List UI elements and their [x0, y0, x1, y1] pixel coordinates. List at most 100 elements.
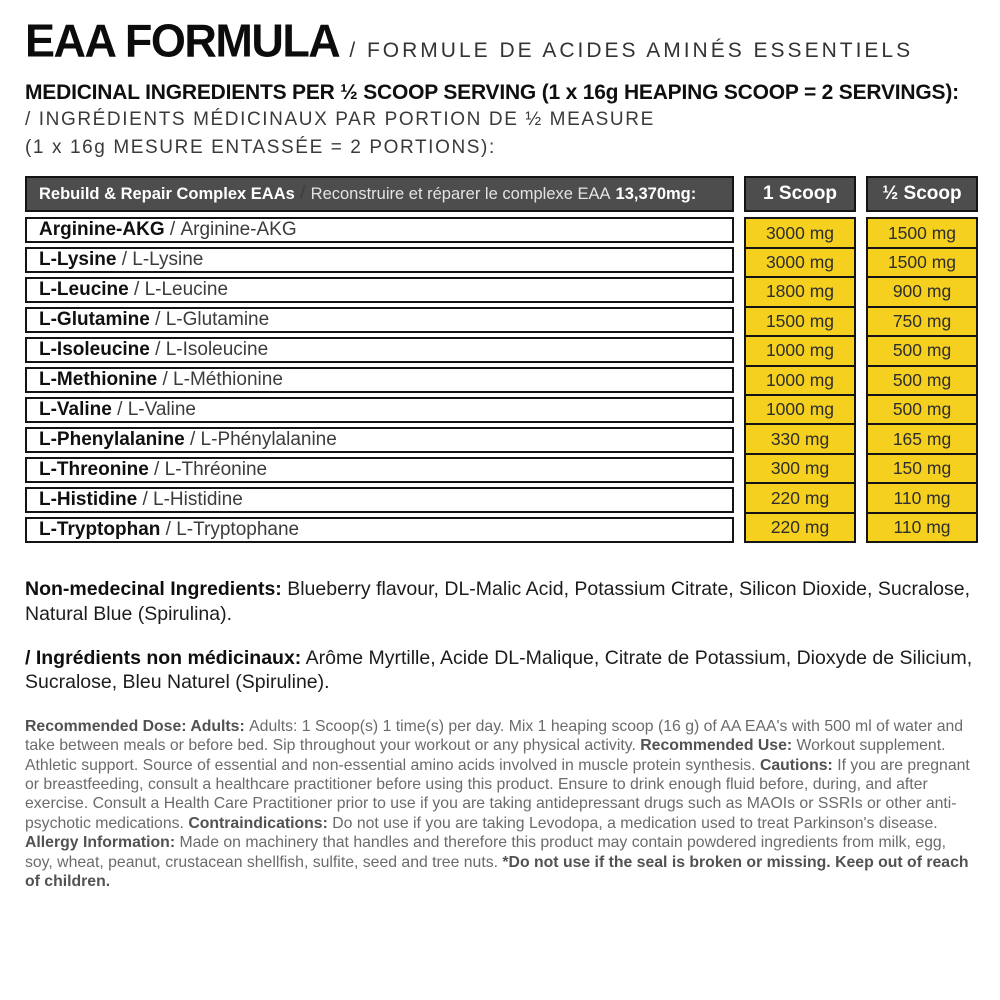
one-scoop-value: 1500 mg — [746, 308, 854, 338]
legal-text-segment: Do not use if you are taking Levodopa, a… — [332, 814, 938, 832]
ingredient-name-en: L-Histidine — [39, 489, 138, 511]
one-scoop-value: 3000 mg — [746, 219, 854, 249]
one-scoop-value: 330 mg — [746, 425, 854, 455]
ingredient-name-fr: L-Leucine — [144, 279, 229, 301]
ingredient-name-separator: / — [128, 279, 145, 301]
serving-info-en: MEDICINAL INGREDIENTS PER ½ SCOOP SERVIN… — [25, 81, 959, 104]
ingredient-name-cell: Arginine-AKG / Arginine-AKG — [25, 217, 734, 244]
half-scoop-value: 1500 mg — [868, 219, 976, 249]
ingredient-name-en: L-Glutamine — [39, 309, 150, 331]
ingredient-name-separator: / — [149, 309, 166, 331]
legal-text-segment: Workout supplement. Athletic support. So… — [25, 737, 946, 774]
one-scoop-value: 1000 mg — [746, 396, 854, 426]
ingredient-name-cell: L-Glutamine / L-Glutamine — [25, 307, 734, 334]
half-scoop-value: 900 mg — [868, 278, 976, 308]
ingredient-name-en: L-Phenylalanine — [39, 429, 185, 451]
serving-info-fr-line1: / INGRÉDIENTS MÉDICINAUX PAR PORTION DE … — [25, 109, 655, 130]
half-scoop-value-column: 1500 mg 1500 mg 900 mg 750 mg 500 mg 500 mg 50… — [866, 217, 978, 544]
title-row: EAA FORMULA / FORMULE DE ACIDES AMINÉS E… — [25, 13, 978, 68]
ingredient-name-fr: L-Phénylalanine — [200, 429, 337, 451]
ingredient-name-en: L-Valine — [39, 399, 112, 421]
ingredient-name-en: L-Threonine — [39, 459, 149, 481]
legal-text-segment: Adults: 1 Scoop(s) 1 time(s) per day. Mi… — [25, 717, 964, 755]
ingredient-name-fr: L-Valine — [127, 399, 197, 421]
ingredient-name-en: L-Tryptophan — [39, 519, 161, 541]
non-medicinal-ingredients-en: Non-medecinal Ingredients: Blueberry fla… — [25, 577, 978, 626]
ingredient-name-cell: L-Methionine / L-Méthionine — [25, 367, 734, 394]
ingredient-name-cell: L-Valine / L-Valine — [25, 397, 734, 424]
one-scoop-value: 1000 mg — [746, 367, 854, 396]
ingredient-name-separator: / — [116, 249, 133, 271]
one-scoop-value: 3000 mg — [746, 249, 854, 279]
legal-text-segment: Recommended Dose: Adults: — [25, 717, 250, 735]
legal-text-segment: *Do not use if the seal is broken or mis… — [25, 853, 969, 891]
supplement-facts-label: EAA FORMULA / FORMULE DE ACIDES AMINÉS E… — [25, 13, 978, 892]
half-scoop-value: 500 mg — [868, 367, 976, 396]
ingredient-name-separator: / — [157, 369, 174, 391]
ingredient-name-fr: L-Glutamine — [165, 309, 270, 331]
product-title: EAA FORMULA — [25, 13, 341, 67]
one-scoop-value: 1000 mg — [746, 337, 854, 367]
column-header-1-scoop: 1 Scoop — [744, 176, 856, 213]
ingredient-name-en: L-Methionine — [39, 369, 158, 391]
column-header-half-scoop: ½ Scoop — [866, 176, 978, 213]
one-scoop-value: 1800 mg — [746, 278, 854, 308]
product-subtitle-french: / FORMULE DE ACIDES AMINÉS ESSENTIELS — [349, 39, 914, 62]
ingredient-name-separator: / — [149, 339, 166, 361]
ingredient-name-fr: L-Thréonine — [164, 459, 268, 481]
legal-text-segment: Cautions: — [759, 756, 838, 774]
ingredient-name-separator: / — [160, 519, 177, 541]
ingredient-name-separator: / — [164, 219, 181, 241]
one-scoop-value-column: 3000 mg 3000 mg 1800 mg 1500 mg 1000 mg 1000 … — [744, 217, 856, 544]
complex-separator: / — [294, 183, 311, 205]
legal-text-segment: Made on machinery that handles and there… — [25, 834, 947, 871]
half-scoop-value: 150 mg — [868, 455, 976, 485]
ingredient-name-en: Arginine-AKG — [39, 219, 165, 241]
ingredient-name-fr: L-Isoleucine — [165, 339, 269, 361]
table-header-complex: Rebuild & Repair Complex EAAs / Reconstr… — [25, 176, 734, 213]
half-scoop-value: 1500 mg — [868, 249, 976, 279]
ingredient-name-cell: L-Tryptophan / L-Tryptophane — [25, 517, 734, 544]
label-header: EAA FORMULA / FORMULE DE ACIDES AMINÉS E… — [25, 13, 978, 160]
legal-text-segment: Contraindications: — [188, 814, 333, 832]
ingredient-name-en: L-Lysine — [39, 249, 117, 271]
legal-text-segment: If you are pregnant or breastfeeding, co… — [25, 756, 970, 832]
legal-directions-text: Recommended Dose: Adults: Adults: 1 Scoo… — [25, 717, 978, 892]
ingredient-name-fr: L-Tryptophane — [176, 519, 300, 541]
ingredient-name-fr: Arginine-AKG — [180, 219, 297, 241]
legal-text-segment: Allergy Information: — [25, 834, 180, 852]
legal-text-segment: Recommended Use: — [640, 737, 797, 755]
one-scoop-value: 220 mg — [770, 517, 830, 538]
non-medicinal-label-fr: / Ingrédients non médicinaux: — [25, 647, 302, 670]
ingredient-name-cell: L-Isoleucine / L-Isoleucine — [25, 337, 734, 364]
half-scoop-value: 165 mg — [868, 425, 976, 455]
half-scoop-value: 110 mg — [868, 484, 976, 514]
ingredient-name-en: L-Isoleucine — [39, 339, 150, 361]
ingredient-name-fr: L-Lysine — [132, 249, 204, 271]
ingredient-name-separator: / — [184, 429, 201, 451]
ingredient-name-column: Arginine-AKG / Arginine-AKG L-Lysine / L-… — [25, 217, 734, 544]
ingredient-name-cell: L-Phenylalanine / L-Phénylalanine — [25, 427, 734, 454]
ingredient-name-fr: L-Histidine — [153, 489, 243, 511]
complex-name-en: Rebuild & Repair Complex EAAs — [39, 184, 295, 203]
ingredient-name-cell: L-Leucine / L-Leucine — [25, 277, 734, 304]
serving-info-fr-line2: (1 x 16g MESURE ENTASSÉE = 2 PORTIONS): — [25, 136, 496, 158]
ingredient-name-en: L-Leucine — [39, 279, 129, 301]
ingredients-table: Rebuild & Repair Complex EAAs / Reconstr… — [25, 176, 978, 544]
complex-total-mg: 13,370mg: — [615, 184, 697, 203]
non-medicinal-ingredients-fr: / Ingrédients non médicinaux: Arôme Myrt… — [25, 646, 978, 695]
ingredient-name-cell: L-Threonine / L-Thréonine — [25, 457, 734, 484]
ingredient-name-separator: / — [111, 399, 128, 421]
ingredient-name-cell: L-Lysine / L-Lysine — [25, 247, 734, 274]
non-medicinal-text-fr: Arôme Myrtille, Acide DL-Malique, Citrat… — [25, 647, 973, 694]
half-scoop-value: 500 mg — [868, 337, 976, 367]
ingredient-name-separator: / — [148, 459, 165, 481]
half-scoop-value: 110 mg — [893, 517, 951, 538]
non-medicinal-text-en: Blueberry flavour, DL-Malic Acid, Potass… — [25, 578, 970, 625]
complex-name-fr: Reconstruire et réparer le complexe EAA — [310, 184, 611, 203]
ingredient-name-fr: L-Méthionine — [173, 369, 283, 391]
ingredient-name-separator: / — [137, 489, 154, 511]
one-scoop-value: 220 mg — [746, 484, 854, 514]
half-scoop-value: 750 mg — [868, 308, 976, 338]
non-medicinal-label-en: Non-medecinal Ingredients: — [25, 578, 282, 601]
